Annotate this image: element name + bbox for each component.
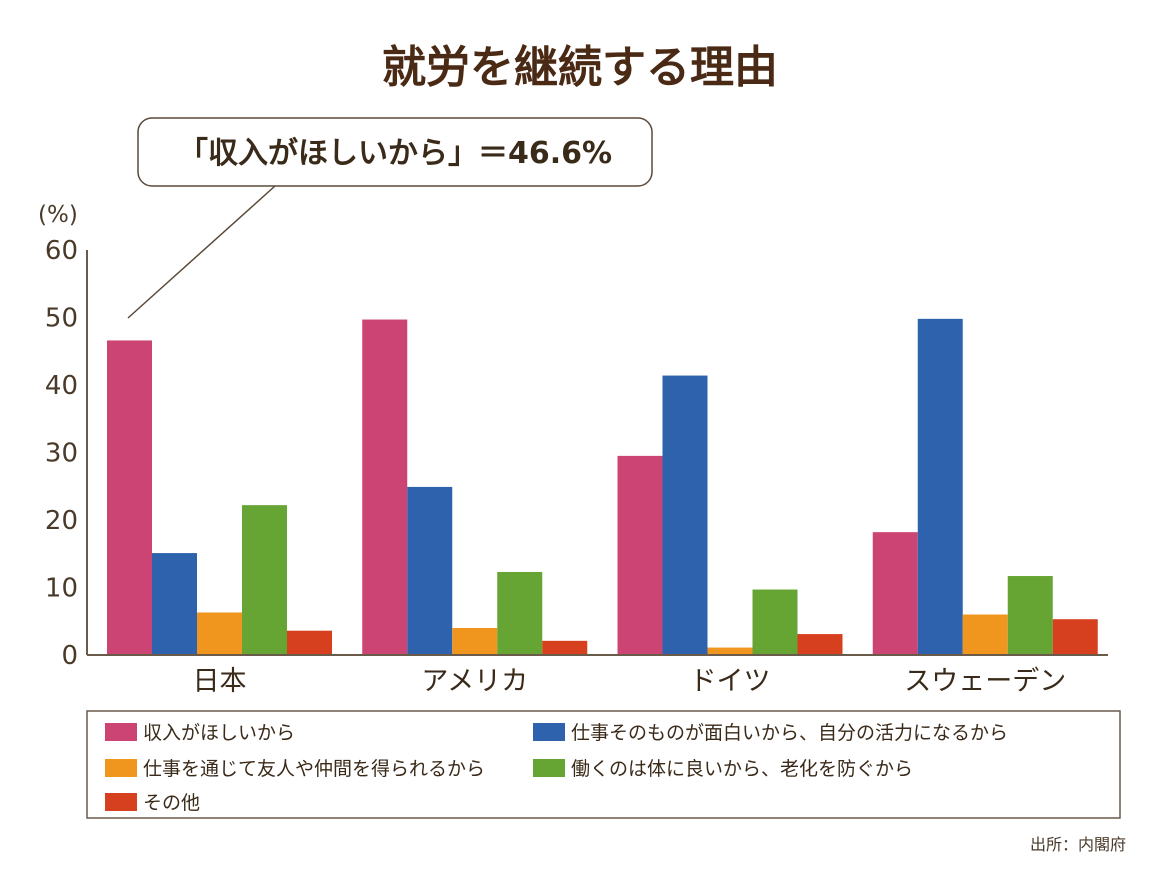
bar-1-3 <box>617 455 663 655</box>
legend-swatch <box>533 723 565 741</box>
legend-swatch <box>533 759 565 777</box>
x-tick-label: アメリカ <box>421 666 528 697</box>
y-tick-label: 10 <box>45 574 78 604</box>
y-tick-label: 50 <box>45 304 78 334</box>
bar-5-4 <box>1052 619 1098 655</box>
bar-3-2 <box>452 628 498 655</box>
callout-text: 「収入がほしいから」＝46.6% <box>178 136 612 171</box>
bar-3-1 <box>197 612 242 655</box>
bar-5-2 <box>542 640 588 655</box>
y-tick-label: 0 <box>61 641 78 671</box>
bar-1-1 <box>107 340 152 655</box>
legend-box <box>86 710 1121 819</box>
x-axis-labels: 日本 アメリカ ドイツ スウェーデン <box>193 666 1067 697</box>
y-axis-ticks: 0 10 20 30 40 50 60 <box>45 236 78 671</box>
callout: 「収入がほしいから」＝46.6% <box>127 117 653 319</box>
bar-4-3 <box>752 589 798 655</box>
callout-box <box>137 117 653 187</box>
bar-2-1 <box>152 553 197 655</box>
callout-leader-line <box>127 185 276 319</box>
chart-title: 就労を継続する理由 <box>382 42 778 93</box>
bar-3-3 <box>707 647 753 655</box>
bar-5-3 <box>797 634 843 655</box>
legend-swatch <box>105 759 137 777</box>
y-tick-label: 30 <box>45 439 78 469</box>
legend-label: 収入がほしいから <box>143 722 295 744</box>
bar-2-4 <box>917 318 963 655</box>
bar-5-1 <box>287 630 332 655</box>
legend-label: 働くのは体に良いから、老化を防ぐから <box>571 758 913 780</box>
x-tick-label: スウェーデン <box>904 666 1066 697</box>
y-axis-unit: (%) <box>38 202 78 228</box>
bar-1-2 <box>362 319 408 655</box>
legend-swatch <box>105 723 137 741</box>
bar-4-1 <box>242 505 287 655</box>
bar-4-4 <box>1007 576 1053 655</box>
axes <box>86 250 1108 656</box>
legend-label: その他 <box>143 792 200 814</box>
bar-1-4 <box>872 532 918 655</box>
y-tick-label: 60 <box>45 236 78 266</box>
bar-4-2 <box>497 571 543 655</box>
y-tick-label: 20 <box>45 506 78 536</box>
x-tick-label: 日本 <box>193 666 247 697</box>
legend: 収入がほしいから 仕事そのものが面白いから、自分の活力になるから仕事を通じて友人や… <box>105 722 1008 814</box>
source-note: 出所：内閣府 <box>1030 835 1126 854</box>
legend-label: 仕事を通じて友人や仲間を得られるから <box>143 758 485 780</box>
bar-2-3 <box>662 375 708 655</box>
legend-label: 仕事そのものが面白いから、自分の活力になるから <box>571 722 1008 744</box>
bars <box>107 318 1098 655</box>
x-tick-label: ドイツ <box>690 666 771 697</box>
bar-3-4 <box>962 614 1008 655</box>
y-tick-label: 40 <box>45 371 78 401</box>
legend-swatch <box>105 793 137 811</box>
bar-2-2 <box>407 486 453 655</box>
